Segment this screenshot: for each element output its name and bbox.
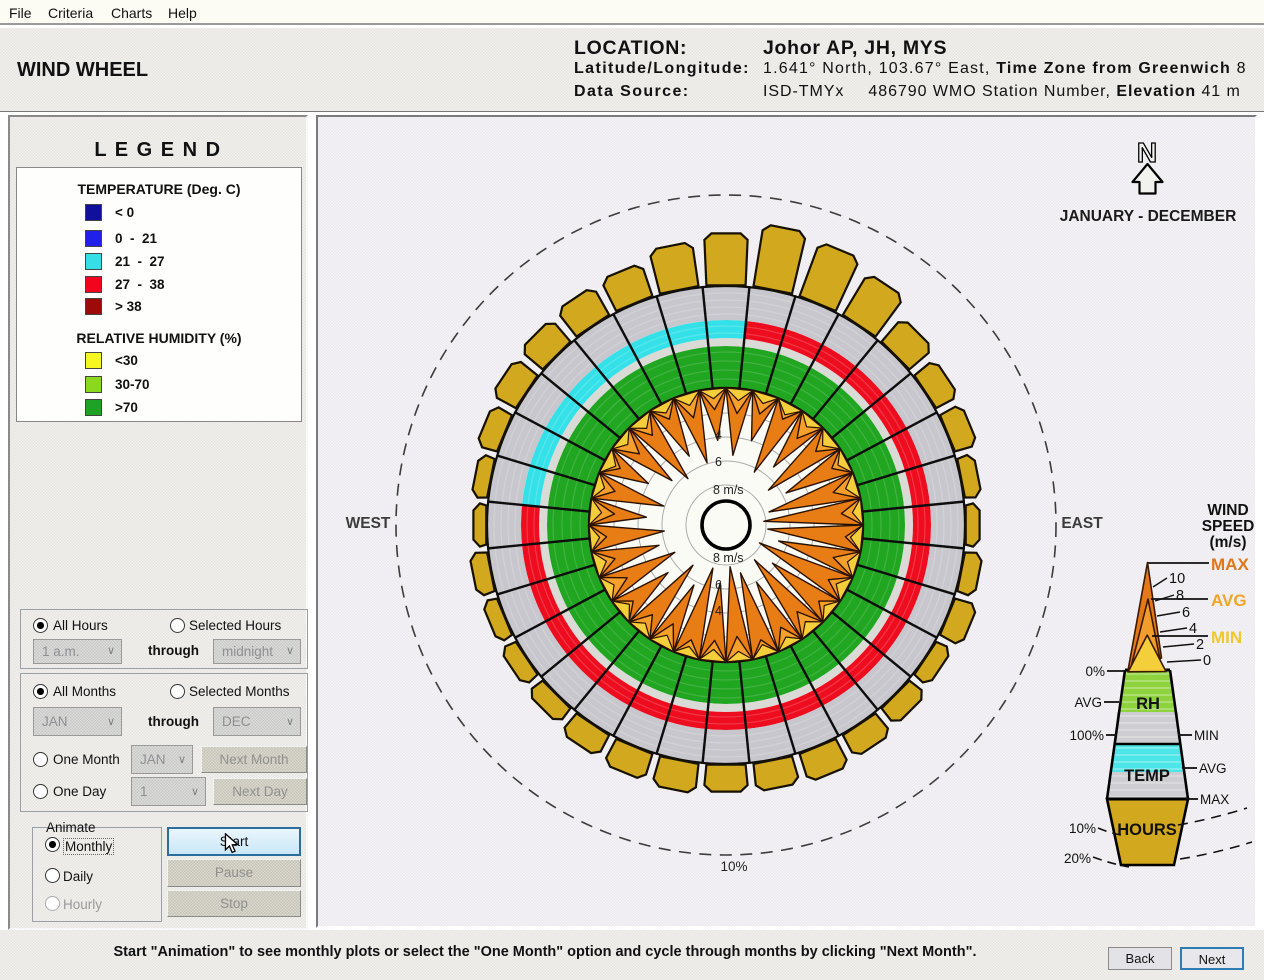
svg-text:MIN: MIN	[1194, 728, 1219, 743]
svg-text:10: 10	[1169, 571, 1185, 587]
svg-text:WIND: WIND	[1207, 502, 1248, 519]
svg-text:0%: 0%	[1085, 664, 1105, 679]
svg-text:4: 4	[715, 428, 722, 442]
svg-text:RH: RH	[1136, 695, 1160, 713]
svg-text:0: 0	[1203, 653, 1211, 669]
svg-text:100%: 100%	[1069, 728, 1104, 743]
svg-text:JANUARY - DECEMBER: JANUARY - DECEMBER	[1060, 208, 1237, 225]
svg-text:TEMP: TEMP	[1124, 767, 1170, 785]
svg-text:10%: 10%	[1069, 821, 1096, 836]
svg-text:MAX: MAX	[1200, 792, 1229, 807]
svg-text:MIN: MIN	[1211, 628, 1242, 647]
svg-text:8 m/s: 8 m/s	[713, 483, 744, 497]
svg-text:6: 6	[715, 578, 722, 592]
svg-text:(m/s): (m/s)	[1209, 534, 1246, 551]
svg-text:AVG: AVG	[1074, 695, 1102, 710]
svg-text:20%: 20%	[1064, 851, 1091, 866]
svg-text:4: 4	[1189, 621, 1197, 637]
svg-text:N: N	[1137, 137, 1157, 168]
svg-text:AVG: AVG	[1211, 591, 1247, 610]
svg-text:SPEED: SPEED	[1202, 518, 1255, 535]
svg-text:AVG: AVG	[1199, 761, 1227, 776]
svg-text:EAST: EAST	[1061, 515, 1103, 532]
svg-text:8 m/s: 8 m/s	[713, 551, 744, 565]
svg-text:4: 4	[715, 604, 722, 618]
svg-text:8: 8	[1176, 588, 1184, 604]
svg-text:2: 2	[1196, 637, 1204, 653]
svg-text:MAX: MAX	[1211, 555, 1249, 574]
svg-text:6: 6	[715, 455, 722, 469]
svg-text:HOURS: HOURS	[1117, 821, 1177, 839]
svg-text:10%: 10%	[720, 859, 747, 874]
svg-text:6: 6	[1182, 605, 1190, 621]
svg-text:WEST: WEST	[346, 515, 391, 532]
